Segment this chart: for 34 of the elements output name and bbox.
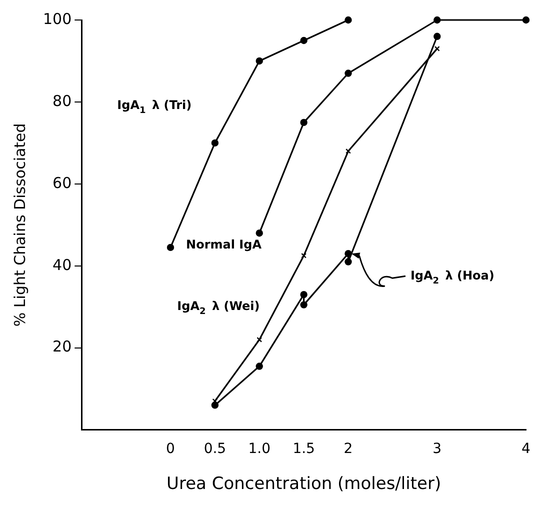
point [434,16,441,24]
point [434,32,441,40]
series-label: Normal IgA [186,238,262,252]
y-tick-label: 20 [52,338,72,356]
point [256,336,262,342]
point [256,362,263,370]
y-tick-label: 80 [52,92,72,110]
x-tick-label: 4 [522,440,531,457]
point [300,36,308,44]
x-tick-label: 3 [432,440,442,457]
point [522,16,530,24]
y-axis-title: % Light Chains Dissociated [10,123,29,327]
point [300,290,308,298]
point [256,229,263,237]
point [344,16,352,24]
x-tick-label: 1.5 [292,440,315,457]
y-tick-label: 100 [42,10,72,28]
x-tick-label: 0.5 [204,440,226,457]
point [256,57,263,65]
y-tick-label: 60 [52,174,72,192]
point [344,250,352,258]
point [301,252,307,258]
y-tick-label: 40 [52,256,72,274]
point [300,301,308,308]
point [300,118,308,126]
point [344,70,352,77]
point [346,148,351,154]
point [211,139,219,147]
point [166,244,174,252]
x-tick-label: 0 [166,440,175,457]
x-tick-label: 1.0 [248,440,271,457]
x-tick-label: 2 [344,440,353,457]
point [344,258,352,266]
x-axis-title: Urea Concentration (moles/liter) [166,474,442,494]
